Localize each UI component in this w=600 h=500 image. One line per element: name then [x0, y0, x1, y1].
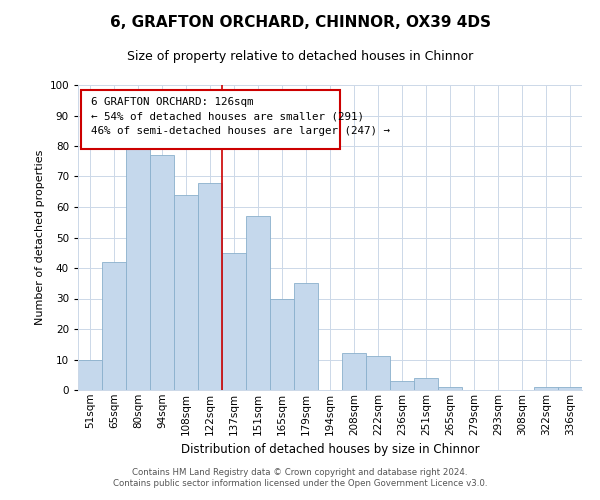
- Bar: [294, 283, 318, 390]
- Bar: [342, 354, 366, 390]
- Bar: [222, 253, 246, 390]
- X-axis label: Distribution of detached houses by size in Chinnor: Distribution of detached houses by size …: [181, 443, 479, 456]
- Bar: [102, 262, 126, 390]
- Bar: [270, 298, 294, 390]
- Bar: [150, 155, 174, 390]
- Bar: [534, 387, 558, 390]
- Bar: [198, 182, 222, 390]
- Text: 6 GRAFTON ORCHARD: 126sqm
← 54% of detached houses are smaller (291)
46% of semi: 6 GRAFTON ORCHARD: 126sqm ← 54% of detac…: [91, 97, 389, 136]
- Text: Contains HM Land Registry data © Crown copyright and database right 2024.
Contai: Contains HM Land Registry data © Crown c…: [113, 468, 487, 487]
- Bar: [174, 195, 198, 390]
- Bar: [246, 216, 270, 390]
- Bar: [126, 143, 150, 390]
- FancyBboxPatch shape: [80, 90, 340, 149]
- Text: Size of property relative to detached houses in Chinnor: Size of property relative to detached ho…: [127, 50, 473, 63]
- Bar: [366, 356, 390, 390]
- Text: 6, GRAFTON ORCHARD, CHINNOR, OX39 4DS: 6, GRAFTON ORCHARD, CHINNOR, OX39 4DS: [110, 15, 491, 30]
- Bar: [414, 378, 438, 390]
- Bar: [558, 387, 582, 390]
- Bar: [438, 387, 462, 390]
- Bar: [390, 381, 414, 390]
- Y-axis label: Number of detached properties: Number of detached properties: [35, 150, 45, 325]
- Bar: [78, 360, 102, 390]
